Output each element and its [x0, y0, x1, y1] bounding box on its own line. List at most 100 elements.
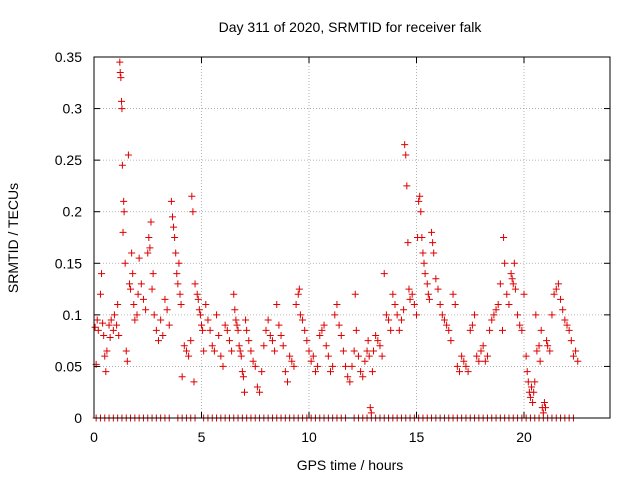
data-point	[225, 337, 233, 345]
data-point	[574, 357, 582, 365]
data-point	[191, 280, 199, 288]
data-point	[100, 331, 108, 339]
data-point	[286, 352, 294, 360]
data-point	[133, 311, 141, 319]
data-point	[440, 316, 448, 324]
data-point	[417, 208, 425, 216]
data-point	[178, 373, 186, 381]
data-point	[352, 326, 360, 334]
data-point	[172, 249, 180, 257]
data-point	[535, 342, 543, 350]
data-point	[357, 368, 365, 376]
data-point	[530, 388, 538, 396]
data-point	[266, 331, 274, 339]
data-point	[149, 270, 157, 278]
data-point	[335, 321, 343, 329]
data-point	[387, 326, 395, 334]
data-point	[121, 259, 129, 267]
data-point	[204, 316, 212, 324]
data-point	[99, 319, 107, 327]
data-point	[176, 290, 184, 298]
data-point	[410, 301, 418, 309]
y-tick-label: 0.1	[63, 307, 83, 323]
data-point	[180, 342, 188, 350]
data-point	[148, 285, 156, 293]
data-point	[96, 290, 104, 298]
data-point	[350, 347, 358, 355]
data-point	[167, 197, 175, 205]
data-point	[542, 404, 549, 412]
data-point	[120, 197, 128, 205]
data-point	[163, 306, 171, 314]
data-point	[122, 347, 130, 355]
data-point	[397, 316, 405, 324]
data-point	[507, 270, 515, 278]
data-point	[168, 213, 176, 221]
data-point	[231, 306, 239, 314]
data-point	[395, 326, 403, 334]
data-point	[471, 311, 479, 319]
data-point	[524, 378, 532, 386]
data-point	[307, 357, 315, 365]
data-point	[503, 290, 511, 298]
data-point	[337, 331, 345, 339]
data-point	[492, 306, 500, 314]
data-point	[190, 378, 198, 386]
x-tick-label: 10	[301, 429, 317, 445]
data-point	[420, 259, 428, 267]
data-point	[511, 285, 519, 293]
data-point	[277, 331, 285, 339]
data-point	[91, 323, 99, 331]
y-tick-label: 0.35	[55, 49, 82, 65]
data-point	[429, 239, 437, 247]
data-point	[273, 301, 281, 309]
data-point	[378, 352, 386, 360]
data-point	[119, 228, 127, 236]
x-tick-label: 15	[409, 429, 425, 445]
data-point	[418, 234, 426, 241]
y-tick-label: 0.2	[63, 204, 83, 220]
data-point	[354, 352, 362, 360]
data-point	[131, 316, 139, 324]
data-point	[518, 326, 526, 334]
data-point	[292, 301, 300, 309]
data-point	[294, 290, 302, 298]
data-point	[256, 388, 264, 396]
data-point	[311, 368, 319, 376]
data-point	[200, 347, 208, 355]
data-point	[401, 141, 409, 149]
data-point	[501, 259, 509, 267]
data-point	[238, 368, 246, 376]
data-point	[434, 285, 442, 293]
data-point	[404, 239, 412, 247]
data-point	[170, 223, 178, 231]
data-point	[247, 347, 255, 355]
plot-frame	[93, 56, 611, 419]
data-point	[260, 342, 268, 350]
data-point	[120, 208, 128, 216]
data-point	[137, 280, 145, 288]
data-point	[406, 295, 414, 303]
data-point	[565, 326, 573, 334]
data-point	[296, 311, 304, 319]
data-point	[165, 321, 173, 329]
data-point	[494, 301, 502, 309]
data-point	[447, 337, 455, 345]
data-point	[413, 311, 420, 319]
data-point	[481, 357, 489, 365]
data-point	[305, 347, 313, 355]
data-point	[110, 311, 118, 319]
data-point	[314, 362, 322, 370]
data-point	[135, 254, 143, 262]
data-point	[235, 342, 243, 350]
data-point	[217, 352, 225, 360]
data-point	[161, 295, 169, 303]
data-point	[105, 321, 113, 329]
data-point	[195, 306, 203, 314]
data-point	[370, 347, 377, 355]
data-point	[175, 259, 183, 267]
data-point	[425, 295, 433, 303]
data-point	[322, 342, 330, 350]
data-point	[342, 362, 350, 370]
data-point	[361, 357, 369, 365]
